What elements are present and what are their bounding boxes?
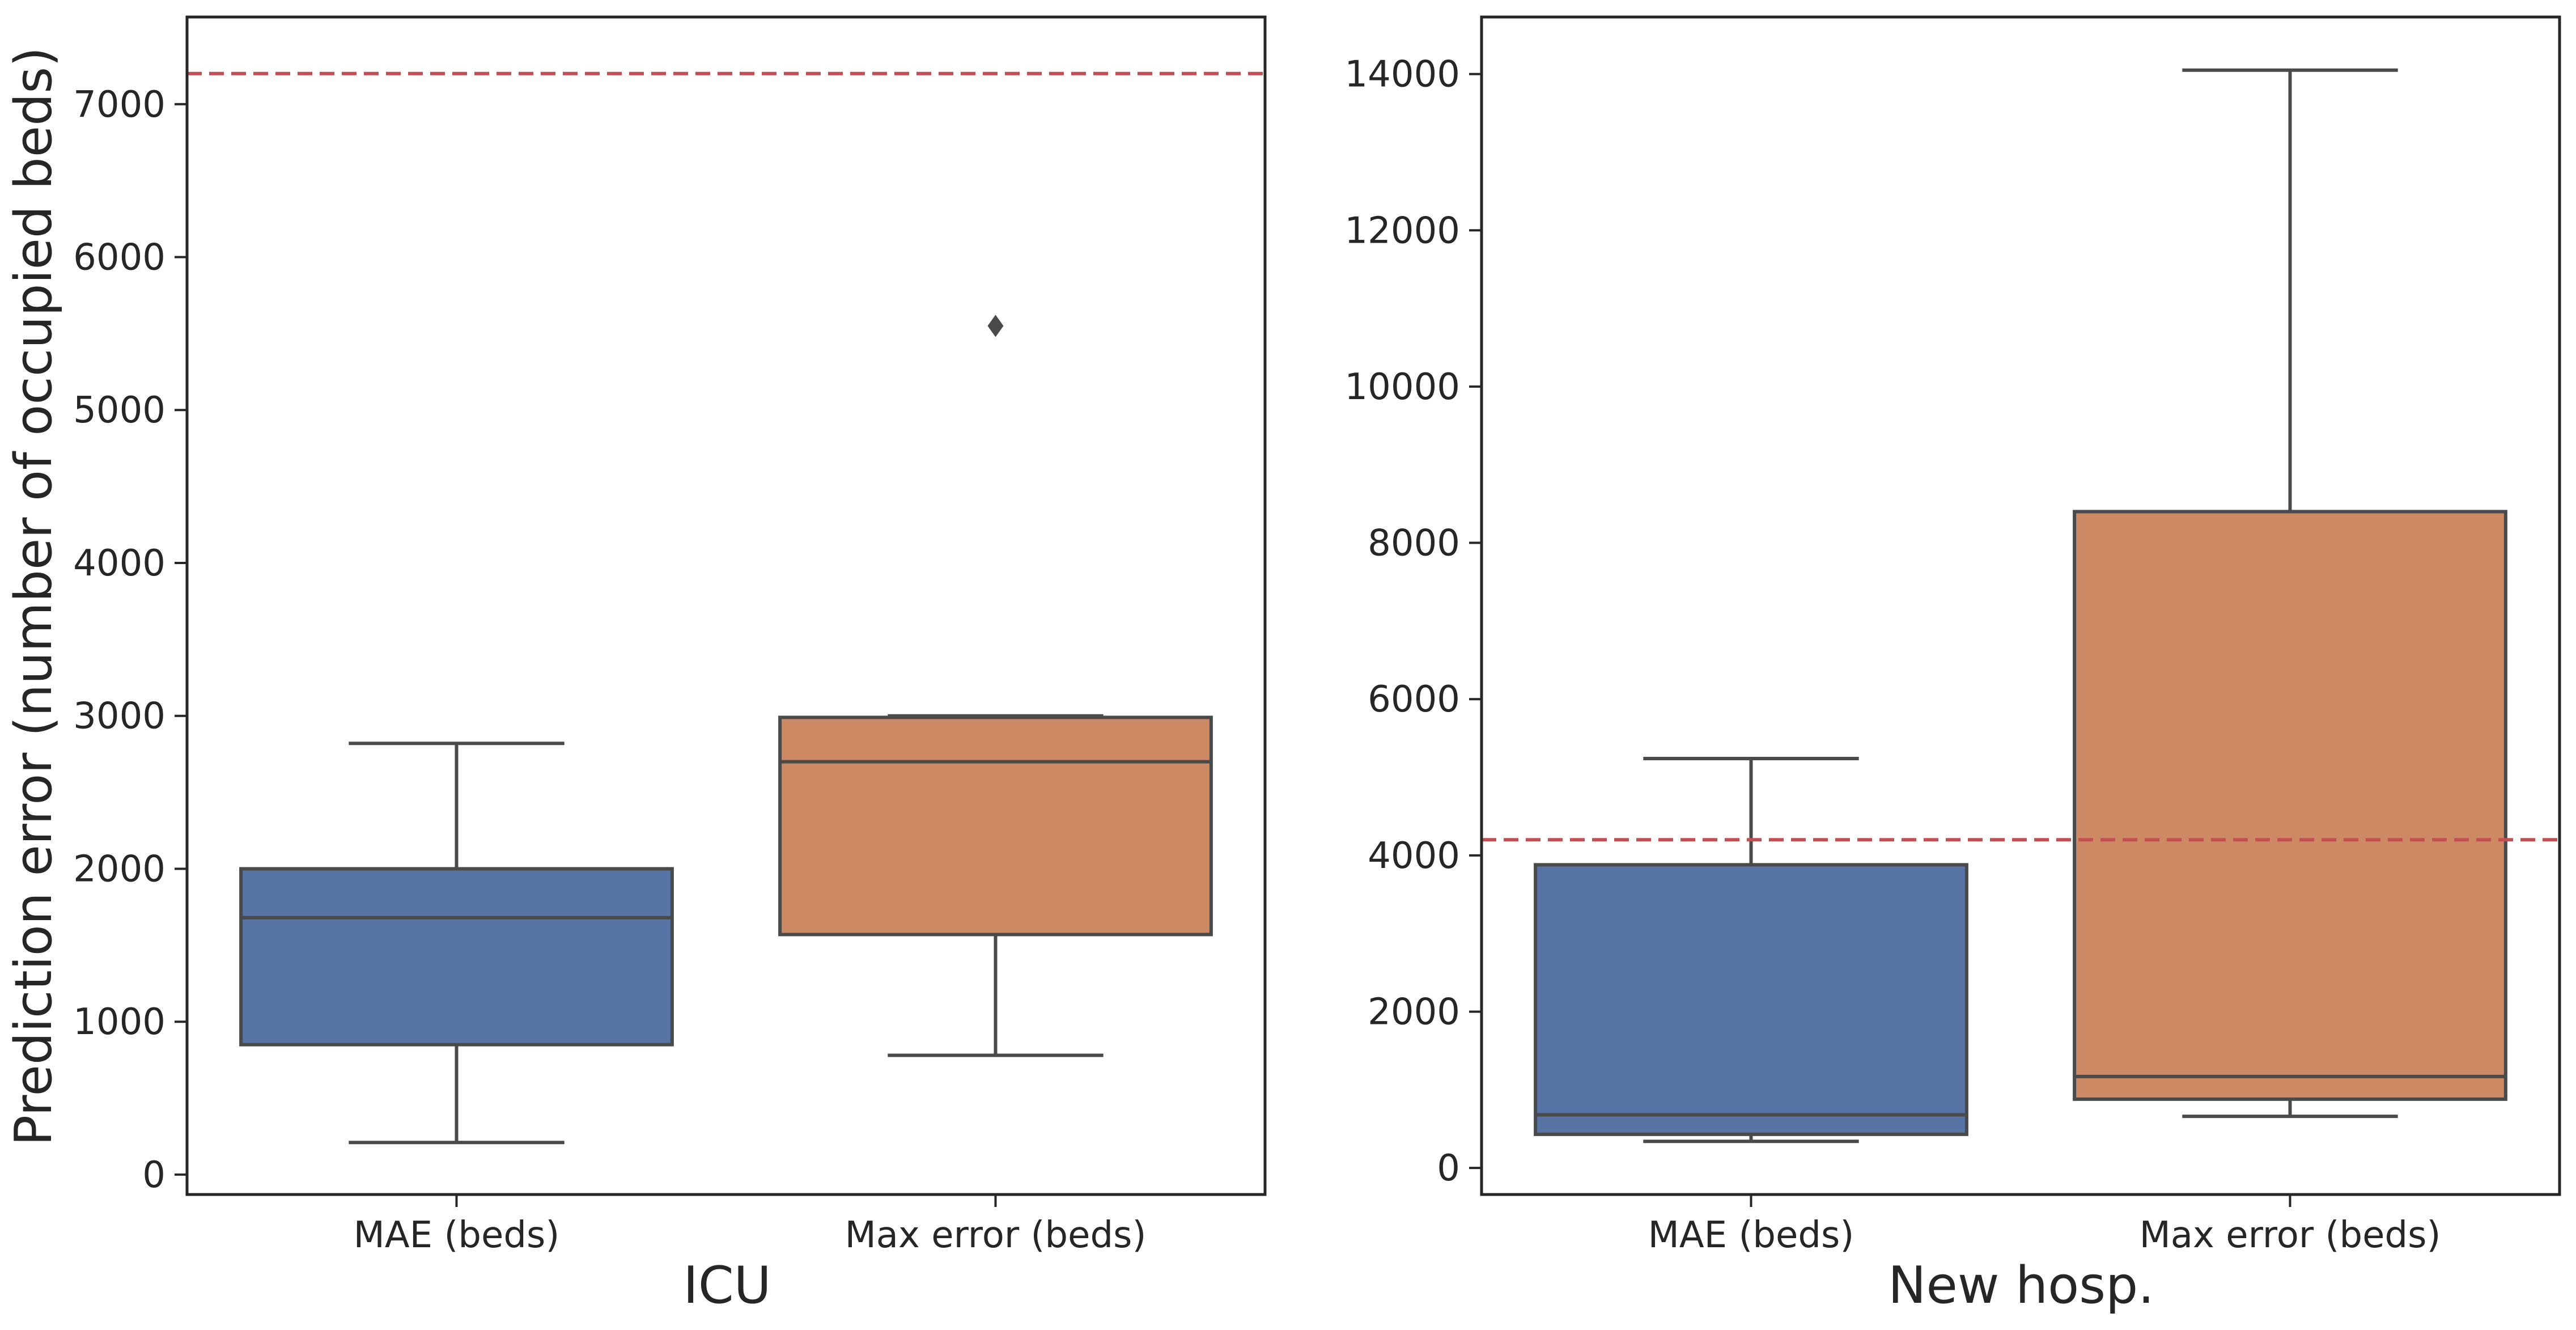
new-hosp-x-tick-label: MAE (beds) — [1648, 1214, 1854, 1256]
icu-y-tick-label: 3000 — [73, 696, 165, 738]
icu-y-tick-label: 1000 — [73, 1001, 165, 1043]
new-hosp-y-tick-label: 10000 — [1344, 366, 1460, 408]
icu-y-tick-label: 5000 — [73, 389, 165, 431]
new-hosp-x-tick-label: Max error (beds) — [2140, 1214, 2441, 1256]
icu-x-axis-label: ICU — [683, 1256, 771, 1315]
new-hosp-y-tick-label: 0 — [1437, 1147, 1460, 1189]
new-hosp-panel: New hosp. 0 2000 4000 6000 8000 10000 12000 140… — [1344, 15, 2561, 1315]
icu-y-axis-label: Prediction error (number of occupied bed… — [4, 47, 63, 1146]
icu-y-tick-label: 7000 — [73, 84, 165, 126]
icu-box-mae — [239, 742, 674, 1145]
new-hosp-y-tick-label: 12000 — [1344, 210, 1460, 252]
outlier-point — [987, 315, 1004, 337]
icu-x-tick-label: Max error (beds) — [845, 1214, 1147, 1256]
icu-x-tick-label: MAE (beds) — [354, 1214, 560, 1256]
icu-panel: Prediction error (number of occupied bed… — [4, 15, 1267, 1315]
iqr-box — [239, 867, 674, 1047]
new-hosp-y-tick-label: 4000 — [1368, 835, 1460, 877]
icu-y-tick-label: 2000 — [73, 848, 165, 890]
new-hosp-y-tick-label: 2000 — [1368, 991, 1460, 1033]
iqr-box — [1534, 863, 1968, 1136]
icu-y-tick-label: 4000 — [73, 543, 165, 584]
icu-y-tick-label: 0 — [142, 1154, 165, 1196]
new-hosp-x-axis-label: New hosp. — [1888, 1256, 2154, 1315]
icu-box-max-error — [778, 315, 1213, 1057]
icu-axes-frame — [185, 15, 1267, 1196]
new-hosp-y-tick-label: 6000 — [1368, 679, 1460, 721]
icu-y-tick-label: 6000 — [73, 236, 165, 278]
iqr-box — [2073, 510, 2507, 1101]
iqr-box — [778, 715, 1213, 937]
new-hosp-y-tick-label: 8000 — [1368, 523, 1460, 565]
new-hosp-y-tick-label: 14000 — [1344, 54, 1460, 96]
new-hosp-axes-frame — [1480, 15, 2561, 1196]
new-hosp-box-mae — [1534, 756, 1968, 1143]
new-hosp-box-max-error — [2073, 68, 2507, 1119]
